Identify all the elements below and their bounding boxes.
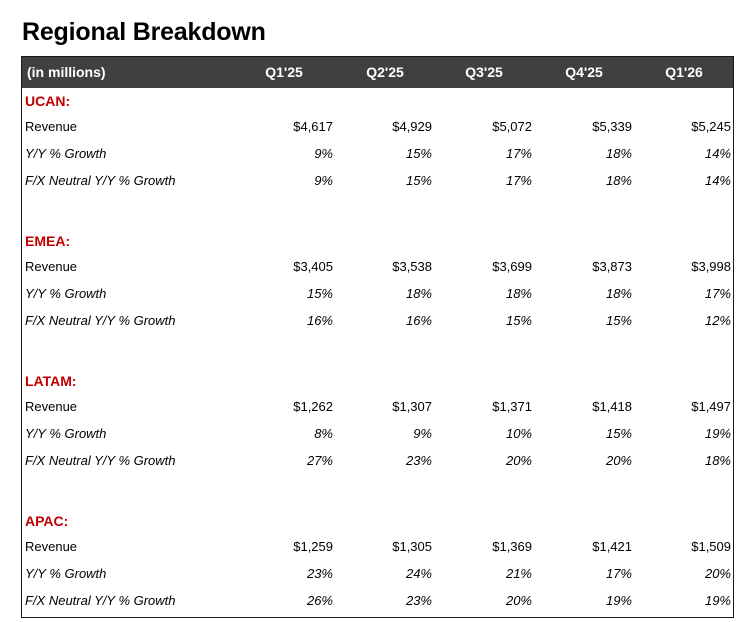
table-row: F/X Neutral Y/Y % Growth 16% 16% 15% 15% 12% — [22, 308, 733, 335]
table-row: F/X Neutral Y/Y % Growth 27% 23% 20% 20% 18% — [22, 448, 733, 475]
column-header: Q1'26 — [665, 64, 703, 80]
table-cell: 24% — [405, 566, 432, 581]
table-cell: 15% — [605, 313, 632, 328]
table-cell: $3,405 — [293, 259, 333, 274]
table-cell: $5,245 — [691, 119, 731, 134]
table-cell: $5,339 — [592, 119, 632, 134]
table-cell: 23% — [405, 593, 432, 608]
table-row: Revenue $1,262 $1,307 $1,371 $1,418 $1,497 — [22, 394, 733, 421]
row-label: Revenue — [25, 399, 78, 414]
table-cell: 9% — [413, 426, 432, 441]
region-name: LATAM: — [25, 373, 77, 389]
table-cell: 19% — [704, 426, 731, 441]
table-cell: $1,307 — [392, 399, 432, 414]
region-name: UCAN: — [25, 93, 71, 109]
table-cell: 9% — [314, 173, 333, 188]
table-row: Y/Y % Growth 23% 24% 21% 17% 20% — [22, 561, 733, 588]
table-cell: 27% — [306, 453, 333, 468]
row-label: Revenue — [25, 259, 78, 274]
region-name: EMEA: — [25, 233, 71, 249]
table-cell: 21% — [505, 566, 532, 581]
column-header: Q2'25 — [366, 64, 404, 80]
table-cell: 15% — [505, 313, 532, 328]
table-row: Y/Y % Growth 8% 9% 10% 15% 19% — [22, 421, 733, 448]
table-cell: $5,072 — [492, 119, 532, 134]
table-header: (in millions) Q1'25 Q2'25 Q3'25 Q4'25 Q1… — [22, 57, 733, 88]
table-cell: 23% — [306, 566, 333, 581]
table-cell: 19% — [605, 593, 632, 608]
table-cell: 20% — [605, 453, 632, 468]
column-header: Q4'25 — [565, 64, 603, 80]
column-header: Q1'25 — [265, 64, 303, 80]
table-cell: $3,873 — [592, 259, 632, 274]
table-row: Y/Y % Growth 15% 18% 18% 18% 17% — [22, 281, 733, 308]
table-cell: 18% — [605, 286, 632, 301]
table-row: Revenue $4,617 $4,929 $5,072 $5,339 $5,245 — [22, 114, 733, 141]
table-cell: $1,369 — [492, 539, 532, 554]
table-cell: $1,259 — [293, 539, 333, 554]
table-cell: $4,617 — [293, 119, 333, 134]
table-cell: 9% — [314, 146, 333, 161]
table-cell: 12% — [704, 313, 731, 328]
table-cell: 14% — [704, 146, 731, 161]
table-cell: 15% — [605, 426, 632, 441]
page-title: Regional Breakdown — [22, 18, 266, 46]
table-cell: 15% — [405, 173, 432, 188]
table-cell: $1,371 — [492, 399, 532, 414]
table-cell: $3,538 — [392, 259, 432, 274]
row-label: Y/Y % Growth — [25, 566, 107, 581]
table-cell: 18% — [605, 173, 632, 188]
regional-breakdown-table: (in millions) Q1'25 Q2'25 Q3'25 Q4'25 Q1… — [21, 56, 734, 618]
table-row: F/X Neutral Y/Y % Growth 9% 15% 17% 18% 14% — [22, 168, 733, 195]
row-label: F/X Neutral Y/Y % Growth — [25, 453, 176, 468]
table-cell: 20% — [704, 566, 731, 581]
header-units-label: (in millions) — [27, 64, 106, 80]
table-cell: 18% — [505, 286, 532, 301]
table-cell: 17% — [704, 286, 731, 301]
table-cell: 8% — [314, 426, 333, 441]
table-cell: 19% — [704, 593, 731, 608]
row-label: Revenue — [25, 539, 78, 554]
table-cell: 17% — [505, 173, 532, 188]
table-cell: 23% — [405, 453, 432, 468]
table-cell: $1,497 — [691, 399, 731, 414]
column-header: Q3'25 — [465, 64, 503, 80]
table-row: Y/Y % Growth 9% 15% 17% 18% 14% — [22, 141, 733, 168]
table-row: F/X Neutral Y/Y % Growth 26% 23% 20% 19% 19% — [22, 588, 733, 615]
row-label: Y/Y % Growth — [25, 426, 107, 441]
table-cell: $3,699 — [492, 259, 532, 274]
table-cell: 17% — [505, 146, 532, 161]
table-row: Revenue $3,405 $3,538 $3,699 $3,873 $3,998 — [22, 254, 733, 281]
table-cell: 18% — [605, 146, 632, 161]
table-cell: 14% — [704, 173, 731, 188]
table-cell: $1,305 — [392, 539, 432, 554]
table-cell: $1,262 — [293, 399, 333, 414]
row-label: F/X Neutral Y/Y % Growth — [25, 313, 176, 328]
table-cell: 17% — [605, 566, 632, 581]
table-cell: 15% — [306, 286, 333, 301]
table-cell: 20% — [505, 593, 532, 608]
table-cell: 15% — [405, 146, 432, 161]
table-cell: 16% — [405, 313, 432, 328]
table-cell: 18% — [704, 453, 731, 468]
table-cell: $4,929 — [392, 119, 432, 134]
table-cell: 20% — [505, 453, 532, 468]
region-name: APAC: — [25, 513, 69, 529]
table-cell: $3,998 — [691, 259, 731, 274]
row-label: Y/Y % Growth — [25, 286, 107, 301]
table-cell: $1,421 — [592, 539, 632, 554]
table-cell: 18% — [405, 286, 432, 301]
table-cell: 10% — [505, 426, 532, 441]
row-label: F/X Neutral Y/Y % Growth — [25, 593, 176, 608]
table-cell: $1,418 — [592, 399, 632, 414]
row-label: F/X Neutral Y/Y % Growth — [25, 173, 176, 188]
table-cell: $1,509 — [691, 539, 731, 554]
table-row: Revenue $1,259 $1,305 $1,369 $1,421 $1,509 — [22, 534, 733, 561]
table-cell: 26% — [306, 593, 333, 608]
row-label: Revenue — [25, 119, 78, 134]
table-cell: 16% — [306, 313, 333, 328]
row-label: Y/Y % Growth — [25, 146, 107, 161]
